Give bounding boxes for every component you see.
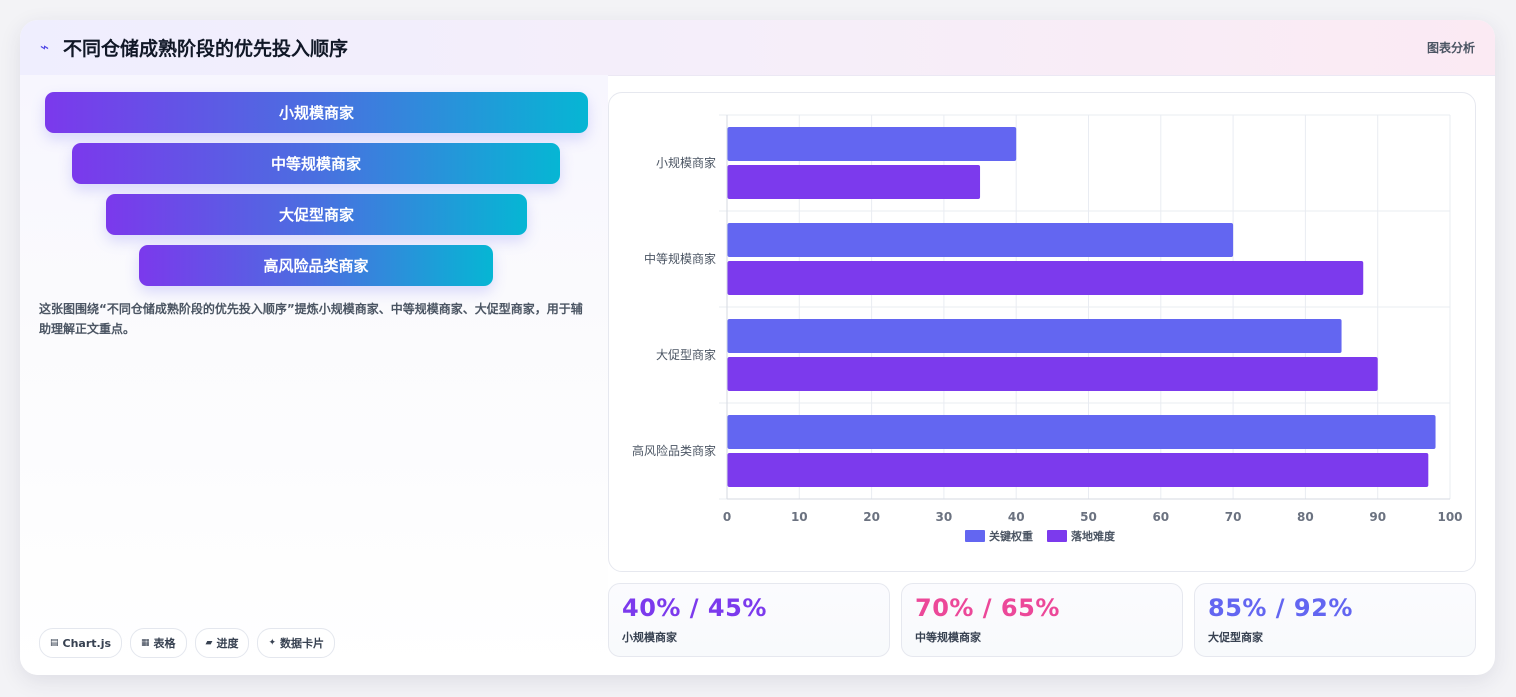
funnel-item-label: 高风险品类商家 bbox=[263, 257, 369, 275]
bar bbox=[727, 261, 1364, 295]
tag-table[interactable]: ▦ 表格 bbox=[130, 628, 187, 658]
x-tick-label: 40 bbox=[1008, 510, 1025, 524]
funnel-item-label: 中等规模商家 bbox=[270, 155, 361, 173]
stat-label: 中等规模商家 bbox=[915, 631, 981, 644]
tag-label: 表格 bbox=[153, 637, 176, 650]
stat-value: 70% / 65% bbox=[915, 594, 1060, 622]
tag-label: 进度 bbox=[216, 637, 239, 650]
legend-label: 落地难度 bbox=[1071, 529, 1116, 543]
bar-chart: 0 10 20 30 40 50 60 70 80 90 100 小规模商家中等规模商家大促型商家高风… bbox=[632, 114, 1463, 543]
stat-label: 小规模商家 bbox=[622, 631, 677, 644]
stat-value: 85% / 92% bbox=[1208, 594, 1353, 622]
table-icon: ▦ bbox=[141, 638, 150, 648]
x-tick-label: 20 bbox=[863, 510, 880, 524]
y-tick-label: 中等规模商家 bbox=[644, 251, 716, 266]
bar-chart-panel: 0 10 20 30 40 50 60 70 80 90 100 小规模商家中等规模商家大促型商家高风… bbox=[608, 92, 1476, 572]
left-pane: 小规模商家 中等规模商家 大促型商家 高风险品类商家 这张图围绕“不同仓储成熟阶… bbox=[20, 75, 608, 675]
y-tick-label: 高风险品类商家 bbox=[632, 443, 716, 458]
funnel-item-small-merchant: 小规模商家 bbox=[45, 92, 588, 133]
x-tick-label: 60 bbox=[1152, 510, 1169, 524]
page-title: 不同仓储成熟阶段的优先投入顺序 bbox=[63, 38, 349, 60]
tag-label: 数据卡片 bbox=[280, 637, 325, 650]
x-tick-label: 10 bbox=[791, 510, 808, 524]
x-tick-label: 70 bbox=[1225, 510, 1242, 524]
legend-swatch bbox=[965, 530, 985, 542]
x-tick-label: 30 bbox=[936, 510, 953, 524]
x-tick-label: 90 bbox=[1369, 510, 1386, 524]
bar bbox=[727, 415, 1436, 449]
y-tick-label: 大促型商家 bbox=[656, 347, 716, 362]
stat-card-medium-merchant: 70% / 65% 中等规模商家 bbox=[901, 583, 1183, 657]
stat-label: 大促型商家 bbox=[1208, 631, 1263, 644]
sparkle-icon: ✦ bbox=[268, 638, 277, 648]
tag-data-card[interactable]: ✦ 数据卡片 bbox=[257, 628, 336, 658]
bar bbox=[727, 453, 1429, 487]
bar bbox=[727, 165, 981, 199]
funnel-item-medium-merchant: 中等规模商家 bbox=[72, 143, 560, 184]
legend-swatch bbox=[1047, 530, 1067, 542]
funnel-item-promo-merchant: 大促型商家 bbox=[106, 194, 527, 235]
stat-value: 40% / 45% bbox=[622, 594, 767, 622]
x-tick-label: 80 bbox=[1297, 510, 1314, 524]
stat-card-small-merchant: 40% / 45% 小规模商家 bbox=[608, 583, 890, 657]
bar bbox=[727, 127, 1017, 161]
x-tick-label: 100 bbox=[1437, 510, 1462, 524]
funnel-item-label: 大促型商家 bbox=[278, 206, 354, 224]
bar bbox=[727, 357, 1378, 391]
tag-chartjs[interactable]: ▤ Chart.js bbox=[39, 628, 123, 658]
x-tick-label: 50 bbox=[1080, 510, 1097, 524]
tag-label: Chart.js bbox=[62, 636, 112, 650]
funnel-item-high-risk-merchant: 高风险品类商家 bbox=[139, 245, 493, 286]
progress-icon: ▰ bbox=[205, 638, 213, 648]
bar bbox=[727, 223, 1234, 257]
chart-card: ⌁ 不同仓储成熟阶段的优先投入顺序 图表分析 小规模商家 中等规模商家 大促型商… bbox=[20, 20, 1495, 675]
tag-progress[interactable]: ▰ 进度 bbox=[194, 628, 250, 658]
tag-list: ▤ Chart.js ▦ 表格 ▰ 进度 ✦ 数据卡片 bbox=[39, 628, 336, 658]
card-header: ⌁ 不同仓储成熟阶段的优先投入顺序 图表分析 bbox=[20, 20, 1495, 76]
bar bbox=[727, 319, 1342, 353]
chart-description: 这张图围绕“不同仓储成熟阶段的优先投入顺序”提炼小规模商家、中等规模商家、大促型… bbox=[39, 302, 583, 336]
chart-analysis-label: 图表分析 bbox=[1426, 41, 1475, 55]
x-tick-label: 0 bbox=[723, 510, 731, 524]
chart-icon: ▤ bbox=[50, 638, 59, 648]
stat-card-promo-merchant: 85% / 92% 大促型商家 bbox=[1194, 583, 1476, 657]
y-tick-label: 小规模商家 bbox=[656, 155, 716, 170]
legend-label: 关键权重 bbox=[989, 529, 1033, 543]
trend-icon: ⌁ bbox=[40, 38, 50, 56]
funnel-item-label: 小规模商家 bbox=[278, 104, 354, 122]
